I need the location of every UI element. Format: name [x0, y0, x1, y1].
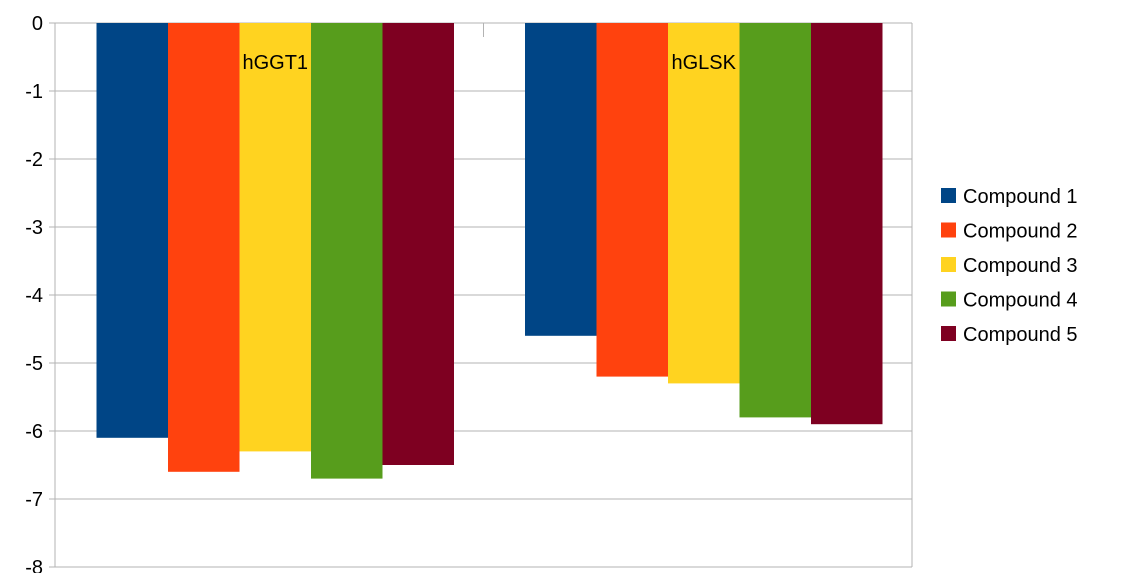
legend-swatch — [941, 222, 956, 238]
y-tick-label: -6 — [25, 421, 43, 443]
bar-compound-2-hglsk — [596, 23, 668, 377]
y-tick-label: -7 — [25, 489, 43, 511]
legend-swatch — [941, 188, 956, 203]
legend-swatch — [941, 291, 956, 307]
y-tick-label: -2 — [25, 149, 43, 171]
bar-compound-4-hggt1 — [311, 23, 383, 479]
legend-label: Compound 3 — [963, 255, 1078, 277]
legend-label: Compound 2 — [963, 221, 1078, 243]
bar-compound-5-hglsk — [811, 23, 883, 425]
legend-swatch — [941, 257, 956, 272]
y-tick-label: -4 — [25, 285, 43, 307]
y-tick-label: 0 — [32, 13, 43, 35]
y-tick-label: -8 — [25, 557, 43, 573]
y-tick-label: -1 — [25, 81, 43, 103]
legend-label: Compound 5 — [963, 324, 1078, 346]
labels: hGGT1 hGLSK — [242, 52, 736, 74]
legend-swatch — [941, 326, 956, 341]
bar-compound-3-hggt1 — [239, 23, 311, 452]
category-label: hGGT1 — [242, 52, 308, 74]
bar-compound-2-hggt1 — [168, 23, 240, 472]
axes: 0 -1 -2 -3 -4 -5 -6 -7 -8 — [25, 13, 913, 573]
bar-compound-5-hggt1 — [382, 23, 454, 465]
bar-compound-3-hglsk — [668, 23, 740, 384]
bar-compound-4-hglsk — [739, 23, 811, 418]
category-label: hGLSK — [672, 52, 737, 74]
bar-compound-1-hggt1 — [96, 23, 168, 438]
bars — [96, 23, 883, 479]
y-tick-label: -3 — [25, 217, 43, 239]
legend-label: Compound 4 — [963, 290, 1078, 312]
legend: Compound 1 Compound 2 Compound 3 Compound 4… — [941, 186, 1078, 346]
bar-compound-1-hglsk — [525, 23, 597, 336]
y-tick-label: -5 — [25, 353, 43, 375]
legend-label: Compound 1 — [963, 186, 1078, 208]
